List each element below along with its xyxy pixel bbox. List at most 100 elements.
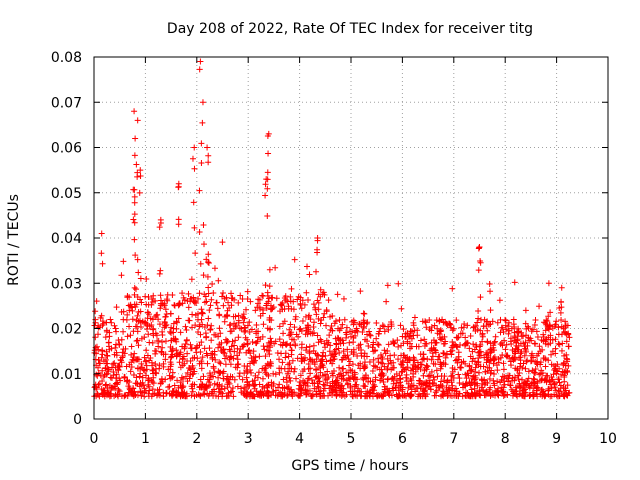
data-point	[378, 366, 385, 373]
data-point	[314, 246, 321, 253]
data-point	[302, 331, 309, 338]
data-point	[116, 375, 123, 382]
data-point	[443, 384, 450, 391]
data-point	[215, 277, 222, 284]
data-point	[229, 384, 236, 391]
data-point	[287, 293, 294, 300]
data-point	[177, 349, 184, 356]
data-point	[292, 316, 299, 323]
data-point	[103, 381, 110, 388]
data-point	[508, 340, 515, 347]
data-point	[379, 354, 386, 361]
data-point	[144, 315, 151, 322]
data-point	[367, 332, 374, 339]
data-point	[108, 364, 115, 371]
data-point	[477, 392, 484, 399]
data-point	[336, 349, 343, 356]
data-point	[134, 337, 141, 344]
data-point	[310, 301, 317, 308]
data-point	[448, 324, 455, 331]
data-point	[467, 367, 474, 374]
data-point	[407, 383, 414, 390]
data-point	[243, 306, 249, 313]
data-point	[350, 375, 357, 382]
data-point	[306, 387, 313, 394]
data-point	[431, 322, 438, 329]
data-point	[216, 311, 223, 318]
data-point	[331, 320, 338, 327]
data-point	[103, 319, 110, 326]
data-point	[499, 324, 506, 331]
data-point	[554, 368, 561, 375]
data-point	[170, 391, 177, 398]
data-point	[132, 252, 139, 259]
data-point	[134, 356, 141, 363]
data-point	[206, 390, 213, 397]
data-point	[520, 340, 527, 347]
x-tick-labels: 0 1 2 3 4 5 6 7 8 9 10	[90, 431, 617, 447]
data-point	[558, 347, 565, 354]
data-point	[275, 384, 281, 391]
data-point	[303, 263, 310, 270]
data-point	[298, 305, 305, 312]
data-point	[282, 354, 289, 361]
data-point	[120, 316, 127, 323]
data-point	[206, 370, 213, 377]
data-point	[455, 371, 462, 378]
data-point	[99, 367, 106, 374]
data-point	[418, 381, 425, 388]
data-point	[116, 341, 123, 348]
data-point	[351, 319, 358, 326]
data-point	[306, 343, 313, 350]
data-point	[556, 341, 563, 348]
data-point	[173, 392, 180, 399]
data-point	[426, 317, 433, 324]
data-point	[329, 378, 336, 385]
data-point	[361, 319, 368, 326]
data-point	[205, 284, 212, 291]
data-point	[132, 286, 139, 293]
data-point	[395, 393, 402, 400]
data-point	[305, 375, 312, 382]
data-point	[276, 336, 283, 343]
data-point	[133, 338, 140, 345]
data-point	[396, 391, 403, 398]
data-point	[205, 260, 212, 267]
data-point	[292, 341, 299, 348]
data-point	[215, 393, 222, 400]
data-point	[317, 387, 324, 394]
data-point	[158, 297, 165, 304]
data-point	[248, 369, 255, 376]
data-point	[296, 326, 303, 333]
data-point	[303, 347, 309, 354]
data-point	[284, 340, 291, 347]
data-point	[220, 368, 227, 375]
data-point	[558, 316, 565, 323]
data-point	[249, 393, 256, 400]
data-point	[208, 350, 215, 357]
data-point	[211, 380, 218, 387]
data-point	[438, 372, 445, 379]
data-point	[453, 317, 460, 324]
data-point	[439, 383, 446, 390]
data-point	[390, 376, 397, 383]
data-point	[167, 359, 174, 366]
data-point	[278, 391, 285, 398]
data-point	[383, 298, 390, 305]
data-point	[346, 328, 353, 335]
data-point	[134, 312, 141, 319]
data-point	[137, 308, 144, 315]
data-point	[532, 369, 539, 376]
data-point	[398, 342, 405, 349]
x-tick-label: 10	[599, 431, 617, 447]
data-point	[142, 293, 149, 300]
data-point	[356, 320, 363, 327]
data-point	[305, 366, 312, 373]
data-point	[99, 347, 106, 354]
data-point	[565, 330, 572, 337]
data-point	[455, 353, 462, 360]
data-point	[230, 325, 237, 332]
data-point	[539, 386, 546, 393]
data-point	[524, 378, 531, 385]
data-point	[212, 331, 219, 338]
